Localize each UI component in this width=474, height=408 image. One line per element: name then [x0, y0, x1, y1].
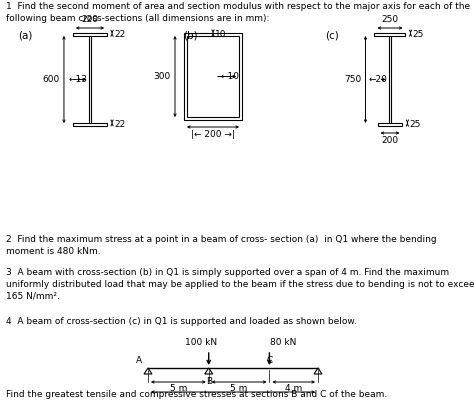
Bar	[378, 123, 402, 126]
Text: 2  Find the maximum stress at a point in a beam of cross- section (a)  in Q1 whe: 2 Find the maximum stress at a point in …	[6, 235, 437, 256]
Text: (a): (a)	[18, 30, 32, 40]
Bar	[73, 33, 107, 36]
Text: (b): (b)	[183, 30, 198, 40]
Text: 4 m: 4 m	[285, 384, 302, 393]
Text: ←13: ←13	[69, 75, 88, 84]
Text: 3  A beam with cross-section (b) in Q1 is simply supported over a span of 4 m. F: 3 A beam with cross-section (b) in Q1 is…	[6, 268, 474, 301]
Bar	[389, 36, 391, 123]
Text: 10: 10	[215, 30, 227, 39]
Text: |← 200 →|: |← 200 →|	[191, 130, 235, 139]
Text: 200: 200	[382, 136, 399, 145]
Bar	[89, 36, 91, 122]
Text: C: C	[266, 356, 273, 365]
Text: ←20: ←20	[369, 75, 388, 84]
Text: (c): (c)	[325, 30, 339, 40]
Text: →: →	[73, 75, 81, 84]
Text: 750: 750	[344, 75, 362, 84]
Text: 22: 22	[114, 30, 125, 39]
Text: 220: 220	[82, 15, 99, 24]
Bar	[187, 36, 239, 117]
Text: 22: 22	[114, 120, 125, 129]
Text: 25: 25	[412, 30, 424, 39]
Text: ←10: ←10	[220, 72, 239, 81]
Text: 4  A beam of cross-section (c) in Q1 is supported and loaded as shown below.: 4 A beam of cross-section (c) in Q1 is s…	[6, 317, 357, 326]
Text: Find the greatest tensile and compressive stresses at sections B and C of the be: Find the greatest tensile and compressiv…	[6, 390, 387, 399]
Text: 5 m: 5 m	[170, 384, 187, 393]
Text: 5 m: 5 m	[230, 384, 248, 393]
Bar	[184, 33, 242, 120]
Text: 250: 250	[382, 15, 399, 24]
Text: A: A	[136, 356, 142, 365]
Text: 300: 300	[154, 72, 171, 81]
Text: B: B	[206, 377, 212, 386]
Text: 600: 600	[43, 75, 60, 84]
Text: 1  Find the second moment of area and section modulus with respect to the major : 1 Find the second moment of area and sec…	[6, 2, 470, 23]
Text: 100 kN: 100 kN	[185, 338, 217, 347]
Text: 80 kN: 80 kN	[270, 338, 297, 347]
Text: 25: 25	[410, 120, 421, 129]
Bar	[374, 33, 405, 36]
Bar	[73, 122, 107, 126]
